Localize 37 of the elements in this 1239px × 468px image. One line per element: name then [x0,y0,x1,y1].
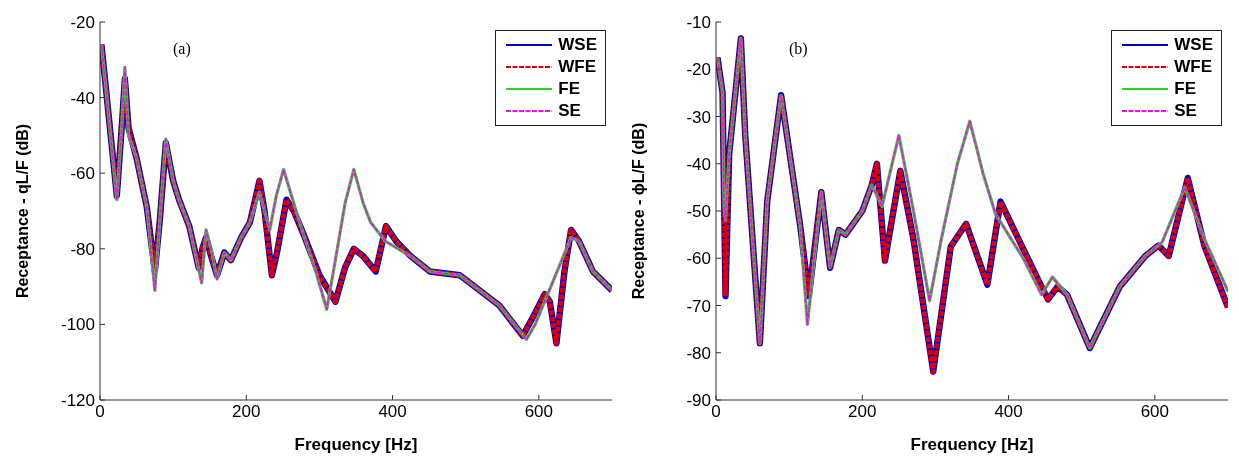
y-tick-label: -80 [686,343,711,363]
y-tick-label: -50 [686,202,711,222]
x-axis-title: Frequency [Hz] [294,435,418,454]
y-tick-label: -20 [686,60,711,80]
legend-label: WSE [1174,35,1213,55]
legend-label: SE [1174,101,1197,121]
x-tick-label: 200 [232,402,261,422]
legend-label: FE [1174,79,1196,99]
x-axis-title: Frequency [Hz] [910,435,1034,454]
x-tick-label: 600 [1140,402,1170,422]
annotation: (a) [173,40,191,58]
legend-label: FE [558,79,580,99]
x-tick-label: 400 [994,402,1023,422]
y-tick-label: -80 [70,239,95,259]
y-tick-label: -90 [686,391,711,411]
annotation: (b) [789,40,808,58]
y-tick-label: -40 [686,154,711,174]
y-tick-label: -40 [70,88,95,108]
legend-label: SE [558,101,581,121]
x-tick-label: 0 [95,402,105,422]
y-tick-label: -20 [70,13,95,33]
legend-label: WFE [1174,57,1213,77]
y-tick-label: -60 [686,249,711,269]
y-tick-label: -120 [60,391,95,411]
y-tick-label: -60 [70,164,95,184]
y-tick-label: -70 [686,296,711,316]
y-tick-label: -100 [60,315,95,335]
x-tick-label: 0 [711,402,721,422]
legend-label: WFE [558,57,597,77]
x-tick-label: 400 [378,402,407,422]
y-tick-label: -10 [686,13,711,33]
y-tick-label: -30 [686,107,711,127]
legend-label: WSE [558,35,597,55]
y-axis-title: Receptance - ϕL/F (dB) [629,122,647,300]
x-tick-label: 600 [524,402,554,422]
x-tick-label: 200 [848,402,877,422]
y-axis-title: Receptance - qL/F (dB) [13,123,31,299]
